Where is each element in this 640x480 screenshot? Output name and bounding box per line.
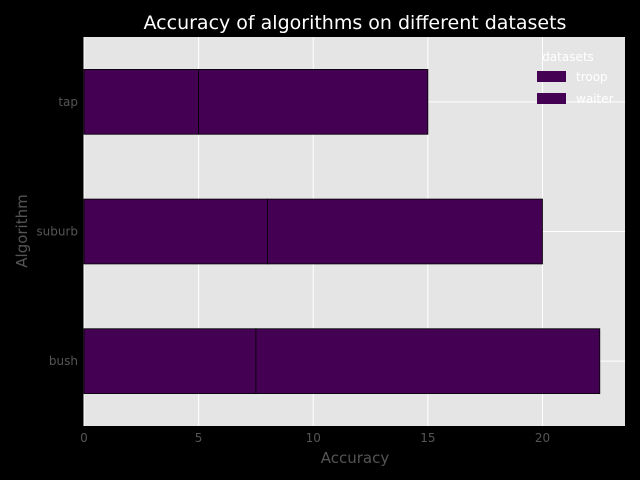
legend-label-waiter: waiter — [576, 92, 614, 106]
legend-swatch-troop — [537, 71, 566, 82]
bar-tap-waiter — [198, 69, 429, 135]
bar-bush-troop — [83, 328, 257, 394]
bar-suburb-troop — [83, 198, 268, 265]
x-tick-label: 20 — [535, 431, 550, 445]
legend: datasets troop waiter — [537, 50, 614, 106]
legend-title: datasets — [542, 50, 594, 64]
bar-tap-troop — [83, 69, 200, 135]
x-tick-label: 15 — [420, 431, 435, 445]
bars — [83, 69, 601, 394]
legend-label-troop: troop — [576, 70, 608, 84]
bar-suburb-waiter — [266, 198, 543, 265]
x-tick-label: 5 — [195, 431, 203, 445]
bar-bush-waiter — [255, 328, 601, 394]
y-tick-label: suburb — [36, 225, 78, 239]
y-axis-ticks: bush suburb tap — [36, 95, 78, 368]
y-tick-label: bush — [49, 354, 78, 368]
chart-title: Accuracy of algorithms on different data… — [144, 12, 567, 34]
legend-swatch-waiter — [537, 93, 566, 104]
x-tick-label: 0 — [80, 431, 88, 445]
x-axis-label: Accuracy — [321, 449, 390, 467]
x-axis-ticks: 0 5 10 15 20 — [80, 431, 550, 445]
x-tick-label: 10 — [306, 431, 321, 445]
y-axis-label: Algorithm — [13, 194, 31, 267]
y-tick-label: tap — [58, 95, 78, 109]
